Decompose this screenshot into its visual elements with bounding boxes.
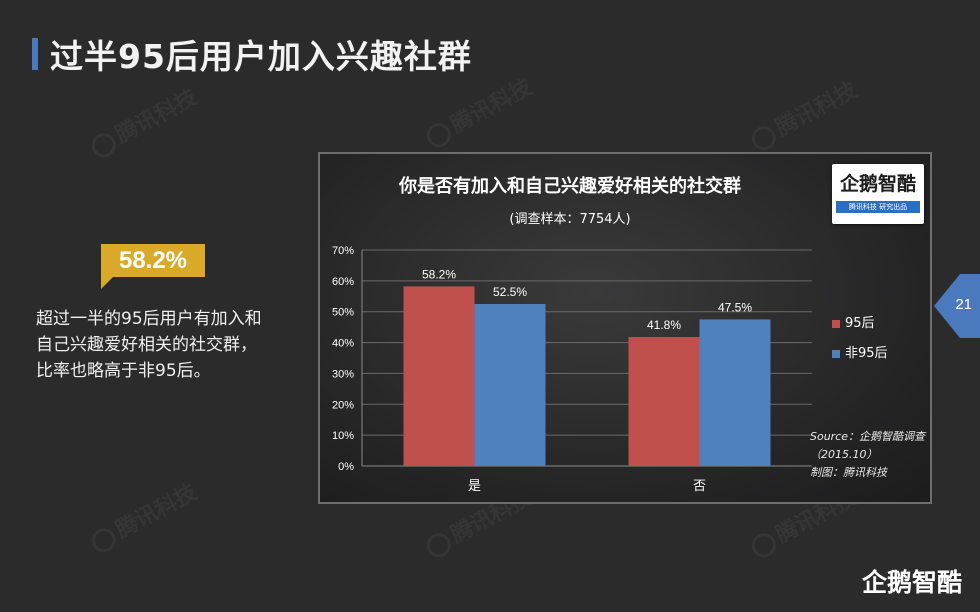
y-tick-label: 20%: [332, 399, 354, 411]
page-number: 21: [955, 296, 972, 313]
description-line: 比率也略高于非95后。: [36, 361, 211, 381]
footer-logo: 企鹅智酷: [862, 568, 963, 597]
bar-chart: 0% 10% 20% 30% 40% 50% 60% 70% 58.2% 52.5% 是 41.8% 4…: [332, 245, 812, 494]
chart-legend: 95后 非95后: [832, 312, 888, 372]
watermark: 腾讯科技: [419, 70, 536, 153]
legend-swatch: [832, 349, 840, 358]
bar-95后-是: [403, 286, 475, 466]
source-line: （2015.10）: [810, 448, 878, 461]
watermark: 腾讯科技: [84, 80, 201, 163]
chart-subtitle: (调查样本：7754人): [509, 212, 631, 227]
y-tick-label: 40%: [332, 338, 354, 350]
y-tick-label: 70%: [332, 245, 354, 257]
page-number-tab: [934, 274, 980, 338]
brand-badge: 企鹅智酷 腾讯科技 研究出品: [832, 164, 924, 224]
brand-badge-strip: 腾讯科技 研究出品: [836, 201, 920, 213]
highlight-callout: 58.2%: [101, 244, 205, 277]
data-label: 58.2%: [422, 267, 456, 281]
bar-非95后-否: [699, 319, 771, 466]
y-tick-label: 50%: [332, 307, 354, 319]
bar-95后-否: [628, 337, 700, 466]
legend-label: 非95后: [845, 346, 888, 361]
description-line: 自己兴趣爱好相关的社交群，: [36, 335, 257, 355]
chart-source: Source：企鹅智酷调查 （2015.10） 制图：腾讯科技: [810, 428, 925, 482]
data-label: 41.8%: [647, 318, 681, 332]
bar-非95后-是: [474, 304, 546, 466]
watermark: 腾讯科技: [84, 475, 201, 558]
source-line: 制图：腾讯科技: [810, 466, 887, 479]
legend-label: 95后: [845, 316, 875, 331]
y-tick-label: 10%: [332, 430, 354, 442]
data-label: 47.5%: [718, 300, 752, 314]
description-line: 超过一半的95后用户有加入和: [36, 309, 262, 329]
legend-swatch: [832, 319, 840, 328]
legend-item: 95后: [832, 312, 888, 342]
y-tick-label: 30%: [332, 368, 354, 380]
x-tick-label: 是: [468, 479, 481, 494]
page-title: 过半95后用户加入兴趣社群: [50, 37, 472, 76]
title-accent-bar: [32, 38, 38, 70]
y-tick-label: 0%: [338, 461, 354, 473]
x-tick-label: 否: [693, 479, 706, 494]
y-tick-label: 60%: [332, 276, 354, 288]
callout-tail: [101, 277, 113, 289]
data-label: 52.5%: [493, 285, 527, 299]
brand-badge-name: 企鹅智酷: [839, 173, 916, 195]
watermark: 腾讯科技: [744, 73, 861, 156]
chart-panel: 你是否有加入和自己兴趣爱好相关的社交群 (调查样本：7754人) 0% 10% 20…: [318, 152, 932, 504]
chart-title: 你是否有加入和自己兴趣爱好相关的社交群: [399, 176, 741, 197]
legend-item: 非95后: [832, 342, 888, 372]
source-line: Source：企鹅智酷调查: [810, 430, 926, 443]
description-text: 超过一半的95后用户有加入和 自己兴趣爱好相关的社交群， 比率也略高于非95后。: [36, 306, 301, 384]
